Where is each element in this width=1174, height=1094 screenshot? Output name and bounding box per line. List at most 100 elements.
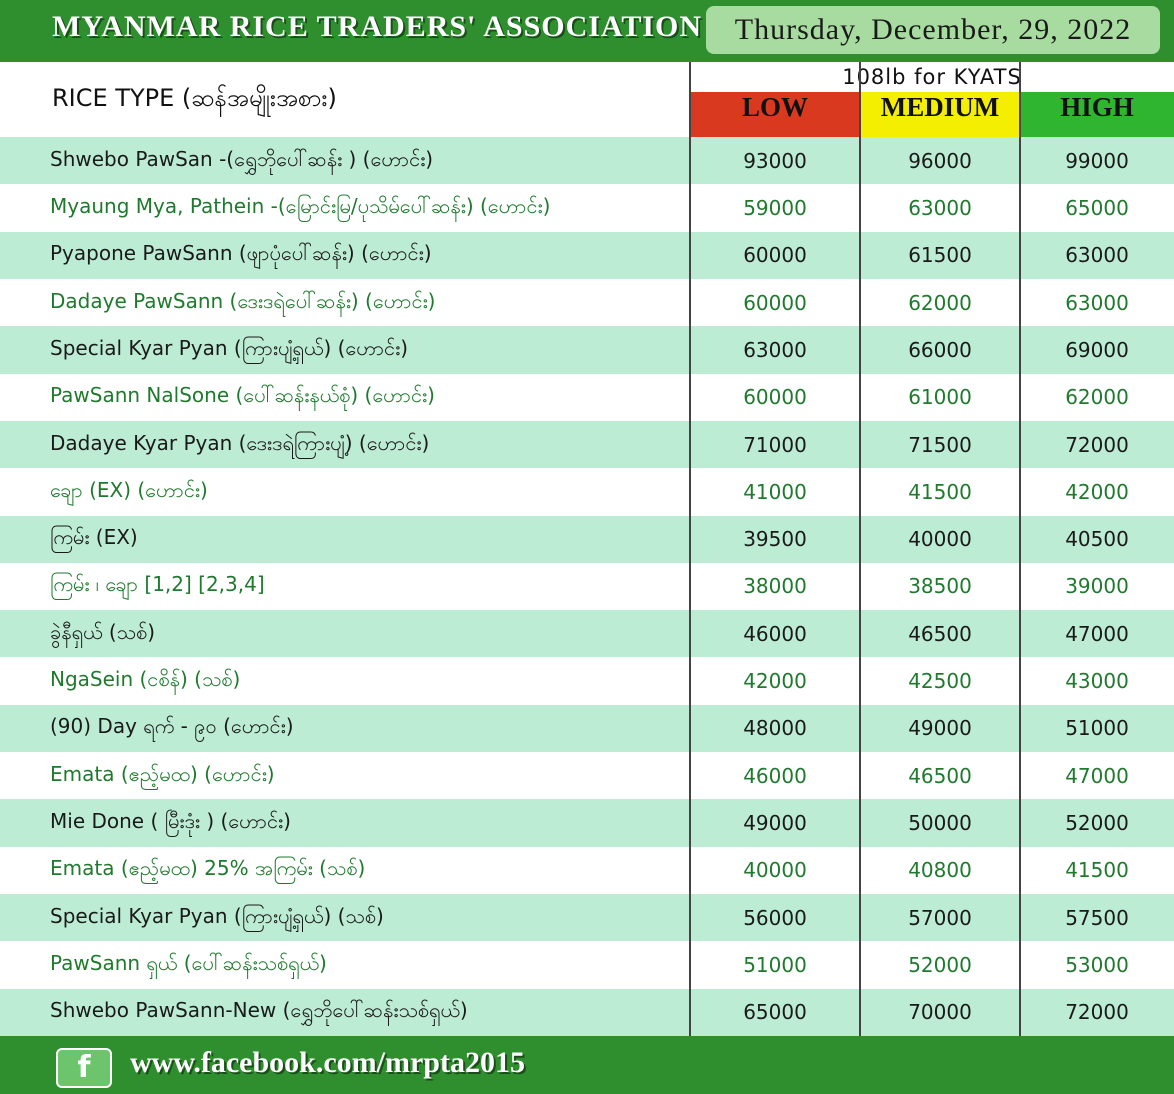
price-cell: 61000 <box>908 385 972 410</box>
table-row: Emata (ဧည့်မထ) 25% အကြမ်း (သစ်) 40000 4080… <box>0 846 1174 895</box>
rice-type-cell: Shwebo PawSan -(ရွှေဘိုပေါ်ဆန်း ) (ဟောင်… <box>50 146 434 171</box>
facebook-icon: f <box>56 1048 112 1088</box>
rice-type-cell: Pyapone PawSann (ဖျာပုံပေါ်ဆန်း) (ဟောင်း… <box>50 241 432 266</box>
table-row: Emata (ဧည့်မထ) (ဟောင်း) 46000 46500 47000 <box>0 752 1174 800</box>
price-cell: 57000 <box>908 905 972 930</box>
column-header: MEDIUM <box>860 92 1020 137</box>
price-cell: 71500 <box>908 432 972 457</box>
price-cell: 60000 <box>743 385 807 410</box>
rice-type-cell: Dadaye PawSann (ဒေးဒရဲပေါ်ဆန်း) (ဟောင်း) <box>50 288 436 313</box>
price-cell: 51000 <box>1065 716 1129 741</box>
price-cell: 47000 <box>1065 621 1129 646</box>
price-cell: 51000 <box>743 953 807 978</box>
rice-type-cell: Special Kyar Pyan (ကြားပျံ့ရှယ်) (သစ်) <box>50 903 384 928</box>
price-cell: 38000 <box>743 574 807 599</box>
rice-type-cell: ချော (EX) (ဟောင်း) <box>50 477 208 502</box>
price-cell: 46500 <box>908 621 972 646</box>
price-cell: 50000 <box>908 811 972 836</box>
price-cell: 63000 <box>908 195 972 220</box>
facebook-link[interactable]: www.facebook.com/mrpta2015 <box>130 1046 525 1079</box>
price-cell: 41000 <box>743 479 807 504</box>
table-row: Special Kyar Pyan (ကြားပျံ့ရှယ်) (သစ်) 56… <box>0 894 1174 942</box>
price-cell: 63000 <box>743 337 807 362</box>
rice-type-cell: ခွဲနီရှယ် (သစ်) <box>50 619 156 644</box>
price-cell: 47000 <box>1065 763 1129 788</box>
price-cell: 63000 <box>1065 243 1129 268</box>
rice-type-cell: Mie Done ( မြီးဒုံး ) (ဟောင်း) <box>50 809 291 834</box>
table-row: ခွဲနီရှယ် (သစ်) 46000 46500 47000 <box>0 610 1174 658</box>
title: MYANMAR RICE TRADERS' ASSOCIATION <box>52 10 703 43</box>
table-row: PawSann NalSone (ပေါ်ဆန်းနယ်စုံ) (ဟောင်း… <box>0 373 1174 421</box>
price-cell: 63000 <box>1065 290 1129 315</box>
price-cell: 65000 <box>1065 195 1129 220</box>
price-cell: 40800 <box>908 858 972 883</box>
price-cell: 39500 <box>743 527 807 552</box>
rice-type-cell: PawSann NalSone (ပေါ်ဆန်းနယ်စုံ) (ဟောင်း… <box>50 383 435 408</box>
price-cell: 62000 <box>908 290 972 315</box>
table-row: Shwebo PawSan -(ရွှေဘိုပေါ်ဆန်း ) (ဟောင်… <box>0 137 1174 185</box>
rice-type-cell: PawSann ရှယ် (ပေါ်ဆန်းသစ်ရှယ်) <box>50 951 327 976</box>
price-cell: 41500 <box>1065 858 1129 883</box>
price-cell: 70000 <box>908 1000 972 1025</box>
price-cell: 40000 <box>908 527 972 552</box>
header-bar: MYANMAR RICE TRADERS' ASSOCIATION Thursd… <box>0 0 1174 62</box>
date: Thursday, December, 29, 2022 <box>706 6 1160 54</box>
price-cell: 62000 <box>1065 385 1129 410</box>
rice-type-cell: Emata (ဧည့်မထ) 25% အကြမ်း (သစ်) <box>50 856 366 881</box>
price-cell: 42000 <box>1065 479 1129 504</box>
rice-type-cell: Dadaye Kyar Pyan (ဒေးဒရဲကြားပျံ့) (ဟောင်… <box>50 430 430 455</box>
price-cell: 66000 <box>908 337 972 362</box>
table-row: ကြမ်း ၊ ချော [1,2] [2,3,4] 38000 38500 3900… <box>0 562 1174 611</box>
price-cell: 41500 <box>908 479 972 504</box>
price-cell: 39000 <box>1065 574 1129 599</box>
price-cell: 93000 <box>743 148 807 173</box>
price-cell: 49000 <box>908 716 972 741</box>
price-cell: 59000 <box>743 195 807 220</box>
price-cell: 42000 <box>743 669 807 694</box>
rice-type-cell: Myaung Mya, Pathein -(မြောင်းမြ/ပုသိမ်ပေ… <box>50 193 551 218</box>
column-header: RICE TYPE (ဆန်အမျိုးအစား) <box>52 84 337 112</box>
price-cell: 38500 <box>908 574 972 599</box>
rice-type-cell: (90) Day ရက် - ၉၀ (ဟောင်း) <box>50 714 294 739</box>
price-cell: 52000 <box>908 953 972 978</box>
table-row: Mie Done ( မြီးဒုံး ) (ဟောင်း) 49000 50000… <box>0 799 1174 847</box>
table-row: Dadaye PawSann (ဒေးဒရဲပေါ်ဆန်း) (ဟောင်း)… <box>0 278 1174 327</box>
table-row: PawSann ရှယ် (ပေါ်ဆန်းသစ်ရှယ်) 51000 52000… <box>0 941 1174 989</box>
rice-type-cell: Special Kyar Pyan (ကြားပျံ့ရှယ်) (ဟောင်း… <box>50 335 409 360</box>
rice-type-cell: ကြမ်း (EX) <box>50 525 138 550</box>
price-cell: 60000 <box>743 243 807 268</box>
rice-type-cell: Shwebo PawSann-New (ရွှေဘိုပေါ်ဆန်းသစ်ရှ… <box>50 998 468 1023</box>
table-row: Special Kyar Pyan (ကြားပျံ့ရှယ်) (ဟောင်း… <box>0 326 1174 374</box>
table-row: (90) Day ရက် - ၉၀ (ဟောင်း) 48000 49000 5100… <box>0 704 1174 753</box>
table-row: Myaung Mya, Pathein -(မြောင်းမြ/ပုသိမ်ပေ… <box>0 184 1174 232</box>
price-cell: 40500 <box>1065 527 1129 552</box>
price-cell: 72000 <box>1065 1000 1129 1025</box>
column-divider <box>1019 62 1021 1036</box>
price-cell: 61500 <box>908 243 972 268</box>
column-divider <box>689 62 691 1036</box>
rice-type-cell: Emata (ဧည့်မထ) (ဟောင်း) <box>50 761 275 786</box>
column-header: LOW <box>690 92 860 137</box>
price-cell: 48000 <box>743 716 807 741</box>
price-cell: 65000 <box>743 1000 807 1025</box>
table-row: Shwebo PawSann-New (ရွှေဘိုပေါ်ဆန်းသစ်ရှ… <box>0 988 1174 1036</box>
price-cell: 56000 <box>743 905 807 930</box>
table-row: Pyapone PawSann (ဖျာပုံပေါ်ဆန်း) (ဟောင်း… <box>0 231 1174 279</box>
price-cell: 99000 <box>1065 148 1129 173</box>
table-row: NgaSein (ငစိန်) (သစ်) 42000 42500 43000 <box>0 657 1174 705</box>
price-cell: 53000 <box>1065 953 1129 978</box>
table-row: ကြမ်း (EX) 39500 40000 40500 <box>0 515 1174 563</box>
price-cell: 57500 <box>1065 905 1129 930</box>
column-divider <box>859 62 861 1036</box>
column-header: HIGH <box>1020 92 1174 137</box>
price-cell: 43000 <box>1065 669 1129 694</box>
price-cell: 46000 <box>743 621 807 646</box>
footer-bar: f www.facebook.com/mrpta2015 <box>0 1036 1174 1094</box>
price-cell: 42500 <box>908 669 972 694</box>
price-cell: 71000 <box>743 432 807 457</box>
price-cell: 46500 <box>908 763 972 788</box>
price-cell: 46000 <box>743 763 807 788</box>
price-cell: 40000 <box>743 858 807 883</box>
price-cell: 60000 <box>743 290 807 315</box>
